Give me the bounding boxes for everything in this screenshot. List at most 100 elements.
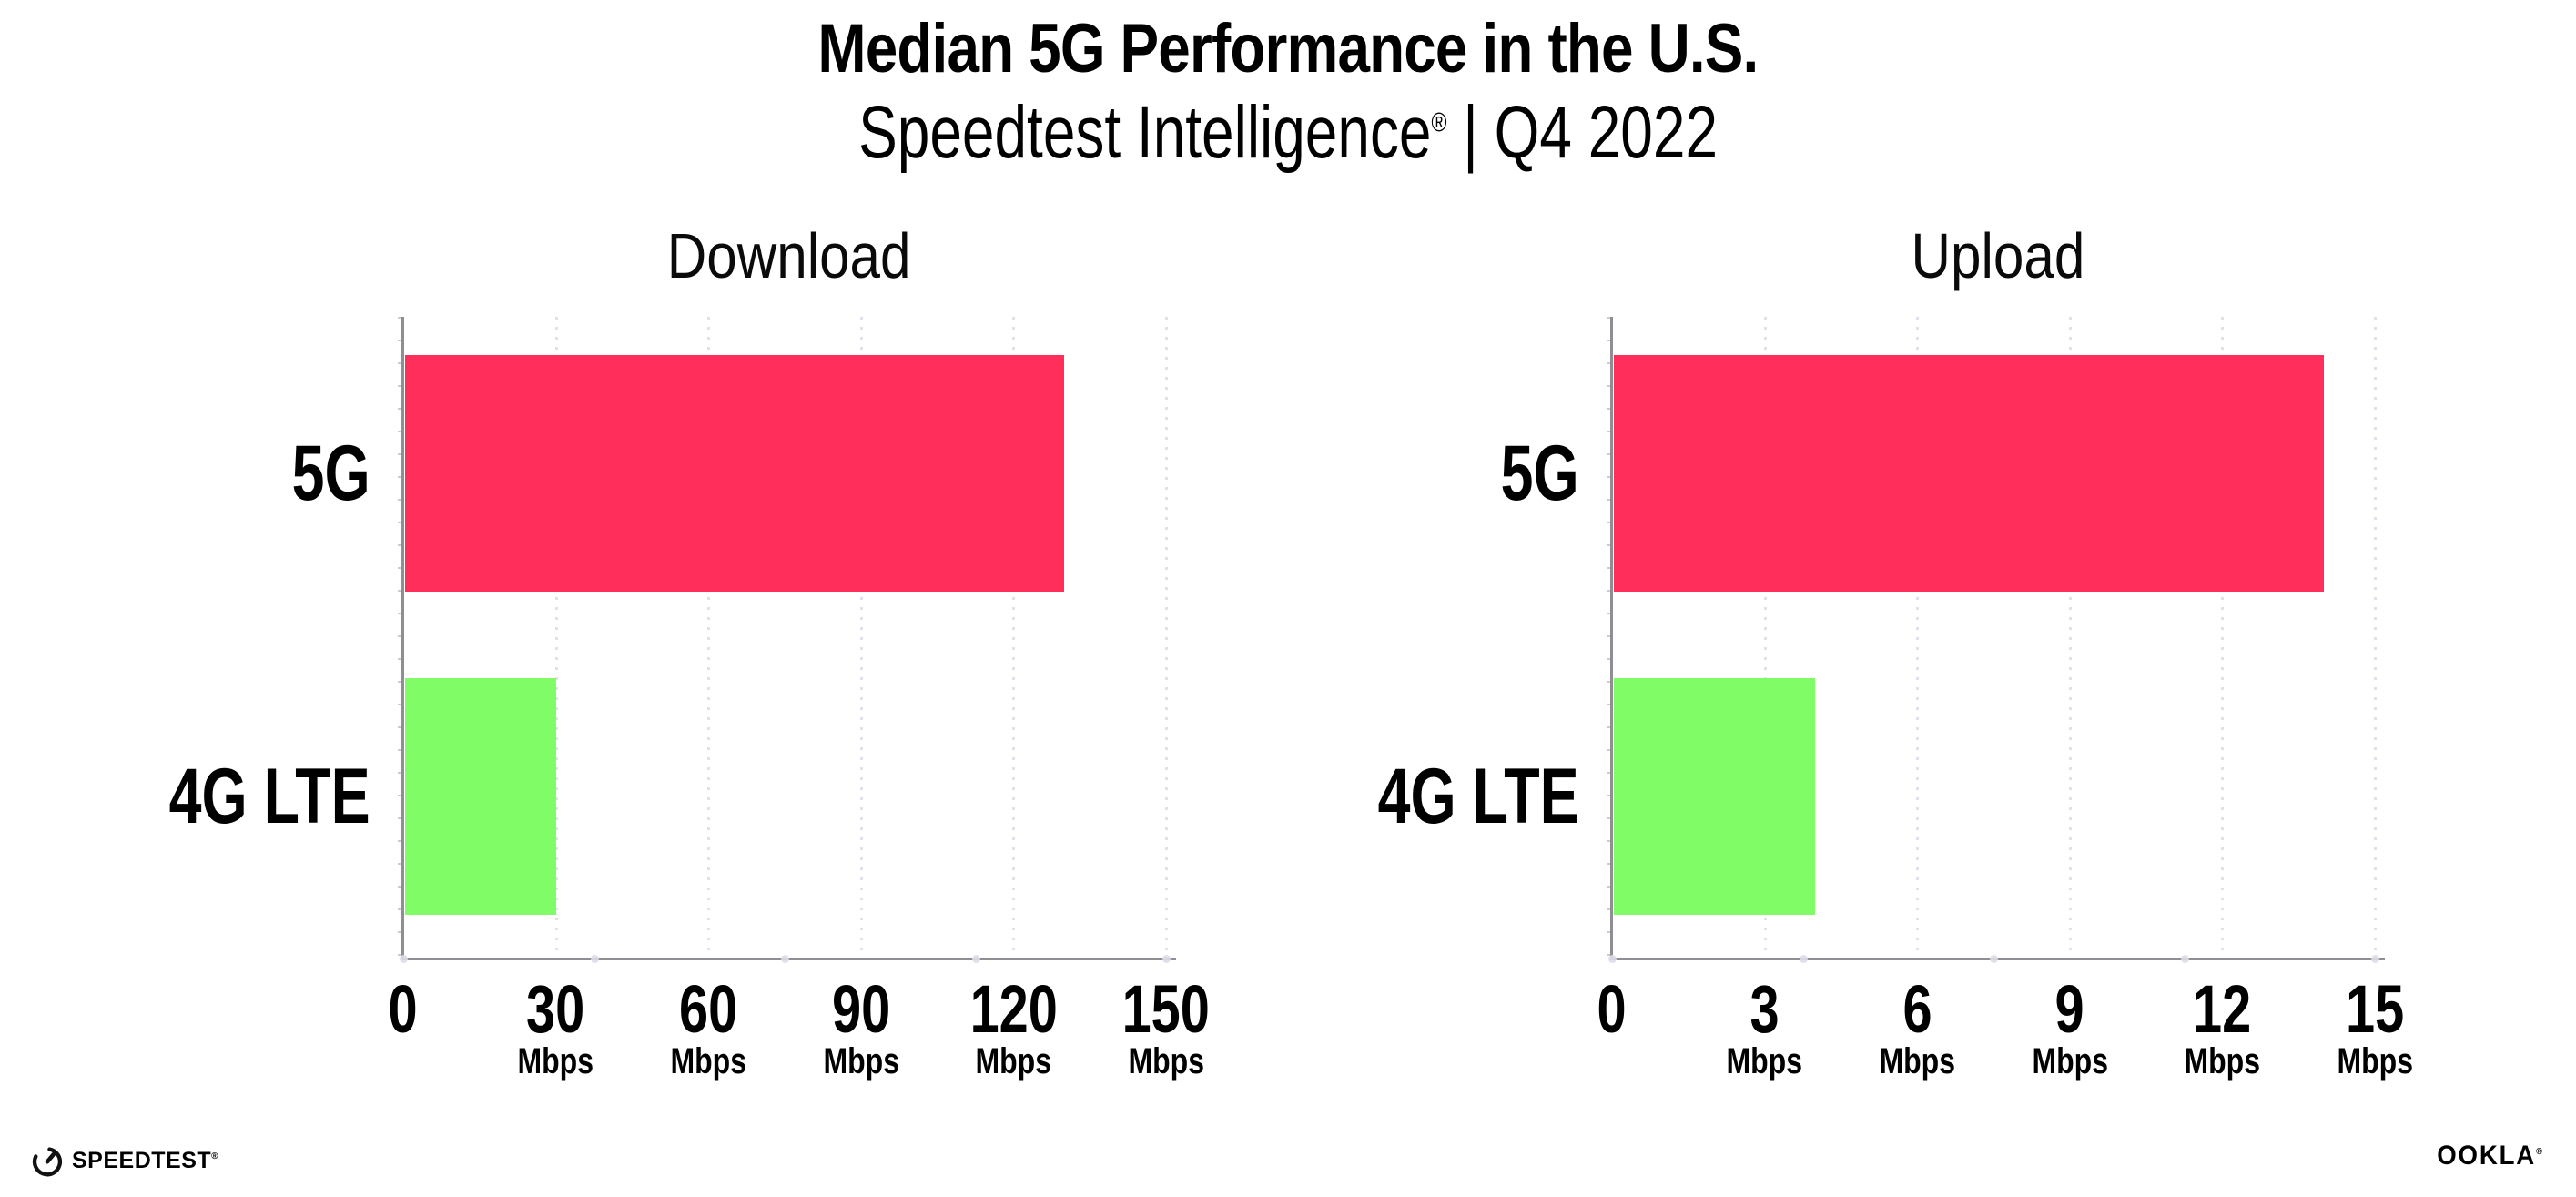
x-tick-upload-9: 9 xyxy=(1979,976,2161,1043)
gridline-upload-15 xyxy=(2374,317,2377,958)
x-tick-unit-download-60: Mbps xyxy=(617,1043,799,1080)
speedtest-wordmark: SPEEDTEST® xyxy=(72,1149,218,1172)
x-tick-value: 12 xyxy=(2193,971,2252,1047)
x-axis-dot-download xyxy=(590,955,599,963)
x-tick-unit-text: Mbps xyxy=(517,1041,594,1081)
page-title-text: Median 5G Performance in the U.S. xyxy=(817,10,1759,87)
page-subtitle: Speedtest Intelligence® | Q4 2022 xyxy=(0,91,2576,174)
bar-download-4g-lte xyxy=(405,678,556,915)
x-tick-upload-12: 12 xyxy=(2131,976,2313,1043)
x-tick-value: 3 xyxy=(1749,971,1780,1047)
speedtest-label: SPEEDTEST xyxy=(72,1148,212,1173)
speedtest-logo: SPEEDTEST® xyxy=(30,1143,218,1178)
x-tick-download-150: 150 xyxy=(1075,976,1257,1043)
x-tick-unit-text: Mbps xyxy=(1879,1041,1955,1081)
bar-upload-5g xyxy=(1614,355,2325,592)
page-subtitle-text: Speedtest Intelligence® | Q4 2022 xyxy=(858,91,1718,174)
ookla-label: OOKLA xyxy=(2437,1141,2537,1171)
x-tick-upload-0: 0 xyxy=(1521,976,1703,1043)
gridline-download-150 xyxy=(1165,317,1168,958)
x-tick-download-90: 90 xyxy=(770,976,952,1043)
subtitle-quarter: | Q4 2022 xyxy=(1446,91,1718,174)
x-tick-value: 90 xyxy=(831,971,890,1047)
chart-title-upload: Upload xyxy=(1612,224,2383,288)
x-tick-upload-3: 3 xyxy=(1674,976,1856,1043)
x-tick-value: 120 xyxy=(969,971,1058,1047)
category-label-text: 4G LTE xyxy=(1377,753,1579,840)
x-axis-dot-upload xyxy=(1990,955,1998,963)
x-tick-unit-text: Mbps xyxy=(975,1041,1052,1081)
gridline-upload-3 xyxy=(1763,317,1767,958)
registered-trademark-icon: ® xyxy=(1431,107,1447,138)
x-tick-unit-upload-15: Mbps xyxy=(2284,1043,2466,1080)
x-tick-unit-text: Mbps xyxy=(2184,1041,2261,1081)
x-axis-dot-download xyxy=(781,955,789,963)
x-tick-value: 9 xyxy=(2054,971,2084,1047)
x-tick-unit-upload-3: Mbps xyxy=(1674,1043,1856,1080)
x-tick-unit-upload-12: Mbps xyxy=(2131,1043,2313,1080)
bar-download-5g xyxy=(405,355,1065,592)
y-axis-minor-ticks-download xyxy=(398,317,404,960)
x-tick-value: 150 xyxy=(1121,971,1211,1047)
category-label-download-4g-lte: 4G LTE xyxy=(102,756,370,837)
x-tick-unit-download-120: Mbps xyxy=(922,1043,1104,1080)
x-tick-download-30: 30 xyxy=(465,976,647,1043)
x-tick-download-60: 60 xyxy=(617,976,799,1043)
y-axis-download xyxy=(401,317,404,960)
x-tick-unit-download-150: Mbps xyxy=(1075,1043,1257,1080)
gridline-upload-12 xyxy=(2221,317,2225,958)
x-tick-value: 0 xyxy=(388,971,419,1047)
category-label-download-5g: 5G xyxy=(266,433,370,513)
x-tick-download-0: 0 xyxy=(312,976,494,1043)
category-label-text: 5G xyxy=(1500,430,1579,517)
chart-title-text: Download xyxy=(666,220,911,291)
ookla-logo: OOKLA® xyxy=(2428,1141,2544,1171)
x-axis-dot-upload xyxy=(1799,955,1808,963)
x-tick-unit-upload-6: Mbps xyxy=(1826,1043,2008,1080)
gridline-download-60 xyxy=(707,317,711,958)
category-label-text: 4G LTE xyxy=(168,753,370,840)
x-tick-value: 60 xyxy=(679,971,738,1047)
x-axis-dot-upload xyxy=(2180,955,2189,963)
x-tick-unit-download-30: Mbps xyxy=(465,1043,647,1080)
x-tick-unit-text: Mbps xyxy=(1726,1041,1803,1081)
speedtest-gauge-icon xyxy=(32,1147,62,1177)
x-axis-dot-download xyxy=(1162,955,1171,963)
x-tick-upload-15: 15 xyxy=(2284,976,2466,1043)
x-tick-unit-text: Mbps xyxy=(1128,1041,1204,1081)
page-title: Median 5G Performance in the U.S. xyxy=(0,13,2576,86)
ookla-registered-icon: ® xyxy=(2536,1147,2544,1157)
x-tick-unit-upload-9: Mbps xyxy=(1979,1043,2161,1080)
x-tick-value: 15 xyxy=(2345,971,2405,1047)
gridline-download-120 xyxy=(1012,317,1016,958)
gridline-download-90 xyxy=(859,317,863,958)
x-tick-value: 30 xyxy=(526,971,585,1047)
y-axis-minor-ticks-upload xyxy=(1607,317,1613,960)
category-label-text: 5G xyxy=(291,430,370,517)
x-axis-dot-upload xyxy=(1608,955,1617,963)
speedtest-registered-icon: ® xyxy=(211,1151,219,1161)
gridline-upload-9 xyxy=(2068,317,2072,958)
chart-title-text: Upload xyxy=(1911,220,2084,291)
x-tick-unit-download-90: Mbps xyxy=(770,1043,952,1080)
x-tick-unit-text: Mbps xyxy=(823,1041,899,1081)
x-tick-upload-6: 6 xyxy=(1826,976,2008,1043)
ookla-wordmark: OOKLA® xyxy=(2437,1141,2544,1171)
x-axis-dot-download xyxy=(971,955,980,963)
x-tick-value: 0 xyxy=(1597,971,1628,1047)
subtitle-brand: Speedtest Intelligence xyxy=(858,91,1432,174)
x-tick-unit-text: Mbps xyxy=(2337,1041,2413,1081)
x-tick-unit-text: Mbps xyxy=(2032,1041,2108,1081)
y-axis-upload xyxy=(1610,317,1613,960)
bar-upload-4g-lte xyxy=(1614,678,1816,915)
x-tick-unit-text: Mbps xyxy=(670,1041,746,1081)
category-label-upload-4g-lte: 4G LTE xyxy=(1311,756,1579,837)
x-tick-value: 6 xyxy=(1902,971,1932,1047)
x-tick-download-120: 120 xyxy=(922,976,1104,1043)
category-label-upload-5g: 5G xyxy=(1475,433,1579,513)
gridline-download-30 xyxy=(554,317,558,958)
x-axis-dot-upload xyxy=(2371,955,2379,963)
chart-title-download: Download xyxy=(403,224,1174,288)
gridline-upload-6 xyxy=(1916,317,1920,958)
